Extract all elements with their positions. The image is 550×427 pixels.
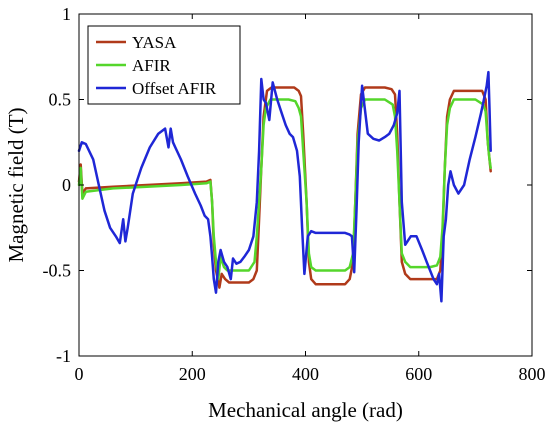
y-tick-label: -1: [56, 346, 71, 366]
ticks-layer: 0 200 400 600 800 1 0.5 0 -0.5 -1: [43, 4, 546, 384]
x-axis-label: Mechanical angle (rad): [208, 398, 403, 422]
legend: YASA AFIR Offset AFIR: [87, 25, 241, 105]
series-line-1: [77, 98, 492, 281]
y-tick-label: -0.5: [43, 261, 72, 281]
legend-label-2: Offset AFIR: [132, 79, 217, 98]
y-tick-label: 0: [62, 175, 71, 195]
x-tick-label: 0: [75, 364, 84, 384]
x-tick-label: 200: [179, 364, 206, 384]
y-tick-label: 0.5: [49, 90, 72, 110]
y-tick-label: 1: [62, 4, 71, 24]
legend-label-1: AFIR: [132, 56, 171, 75]
series-line-2: [77, 70, 492, 303]
legend-label-0: YASA: [132, 33, 177, 52]
x-tick-label: 400: [292, 364, 319, 384]
y-axis-label: Magnetic field (T): [4, 107, 28, 262]
series-layer: [77, 70, 492, 303]
x-tick-label: 800: [519, 364, 546, 384]
x-tick-label: 600: [405, 364, 432, 384]
